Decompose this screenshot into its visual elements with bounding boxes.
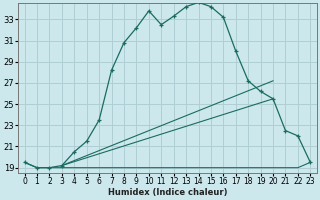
X-axis label: Humidex (Indice chaleur): Humidex (Indice chaleur) — [108, 188, 227, 197]
